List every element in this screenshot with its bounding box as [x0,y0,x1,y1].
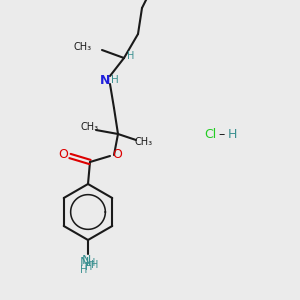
Text: H: H [85,262,93,272]
Text: O: O [58,148,68,161]
Text: H: H [88,259,96,269]
Text: N: N [79,256,89,268]
Text: N: N [100,74,110,86]
Text: CH₃: CH₃ [74,42,92,52]
Text: H: H [80,265,88,275]
Text: H: H [127,51,135,61]
Text: O: O [112,148,122,161]
Text: H: H [111,75,119,85]
Text: CH₃: CH₃ [81,122,99,132]
Text: Cl: Cl [204,128,216,142]
Text: CH₃: CH₃ [135,137,153,147]
Text: H: H [227,128,237,142]
Text: H: H [91,260,99,270]
Text: N: N [81,254,91,268]
Text: –: – [219,128,225,142]
